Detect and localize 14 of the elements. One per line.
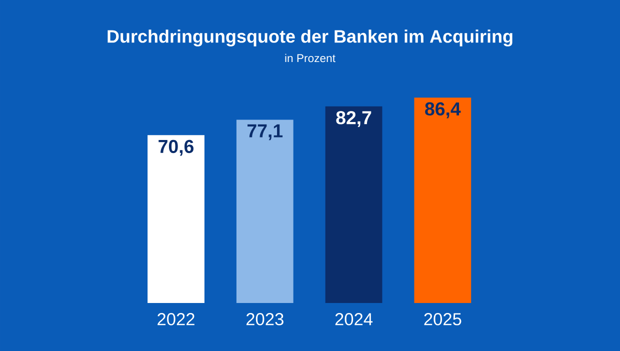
data-label: 82,7 <box>336 111 372 128</box>
bar <box>148 135 204 303</box>
data-label: 86,4 <box>425 102 461 118</box>
data-label: 77,1 <box>248 124 283 140</box>
bar <box>414 98 472 303</box>
chart-title: Durchdringungsquote der Banken im Acquiring <box>108 30 512 46</box>
x-tick-label: 2024 <box>335 313 373 326</box>
x-tick-label: 2023 <box>246 313 284 326</box>
data-label: 70,6 <box>158 140 194 156</box>
bar <box>236 120 294 303</box>
bar <box>325 106 382 303</box>
x-tick-label: 2025 <box>424 313 462 326</box>
x-tick-label: 2022 <box>158 313 194 326</box>
chart-subtitle: in Prozent <box>285 54 336 62</box>
